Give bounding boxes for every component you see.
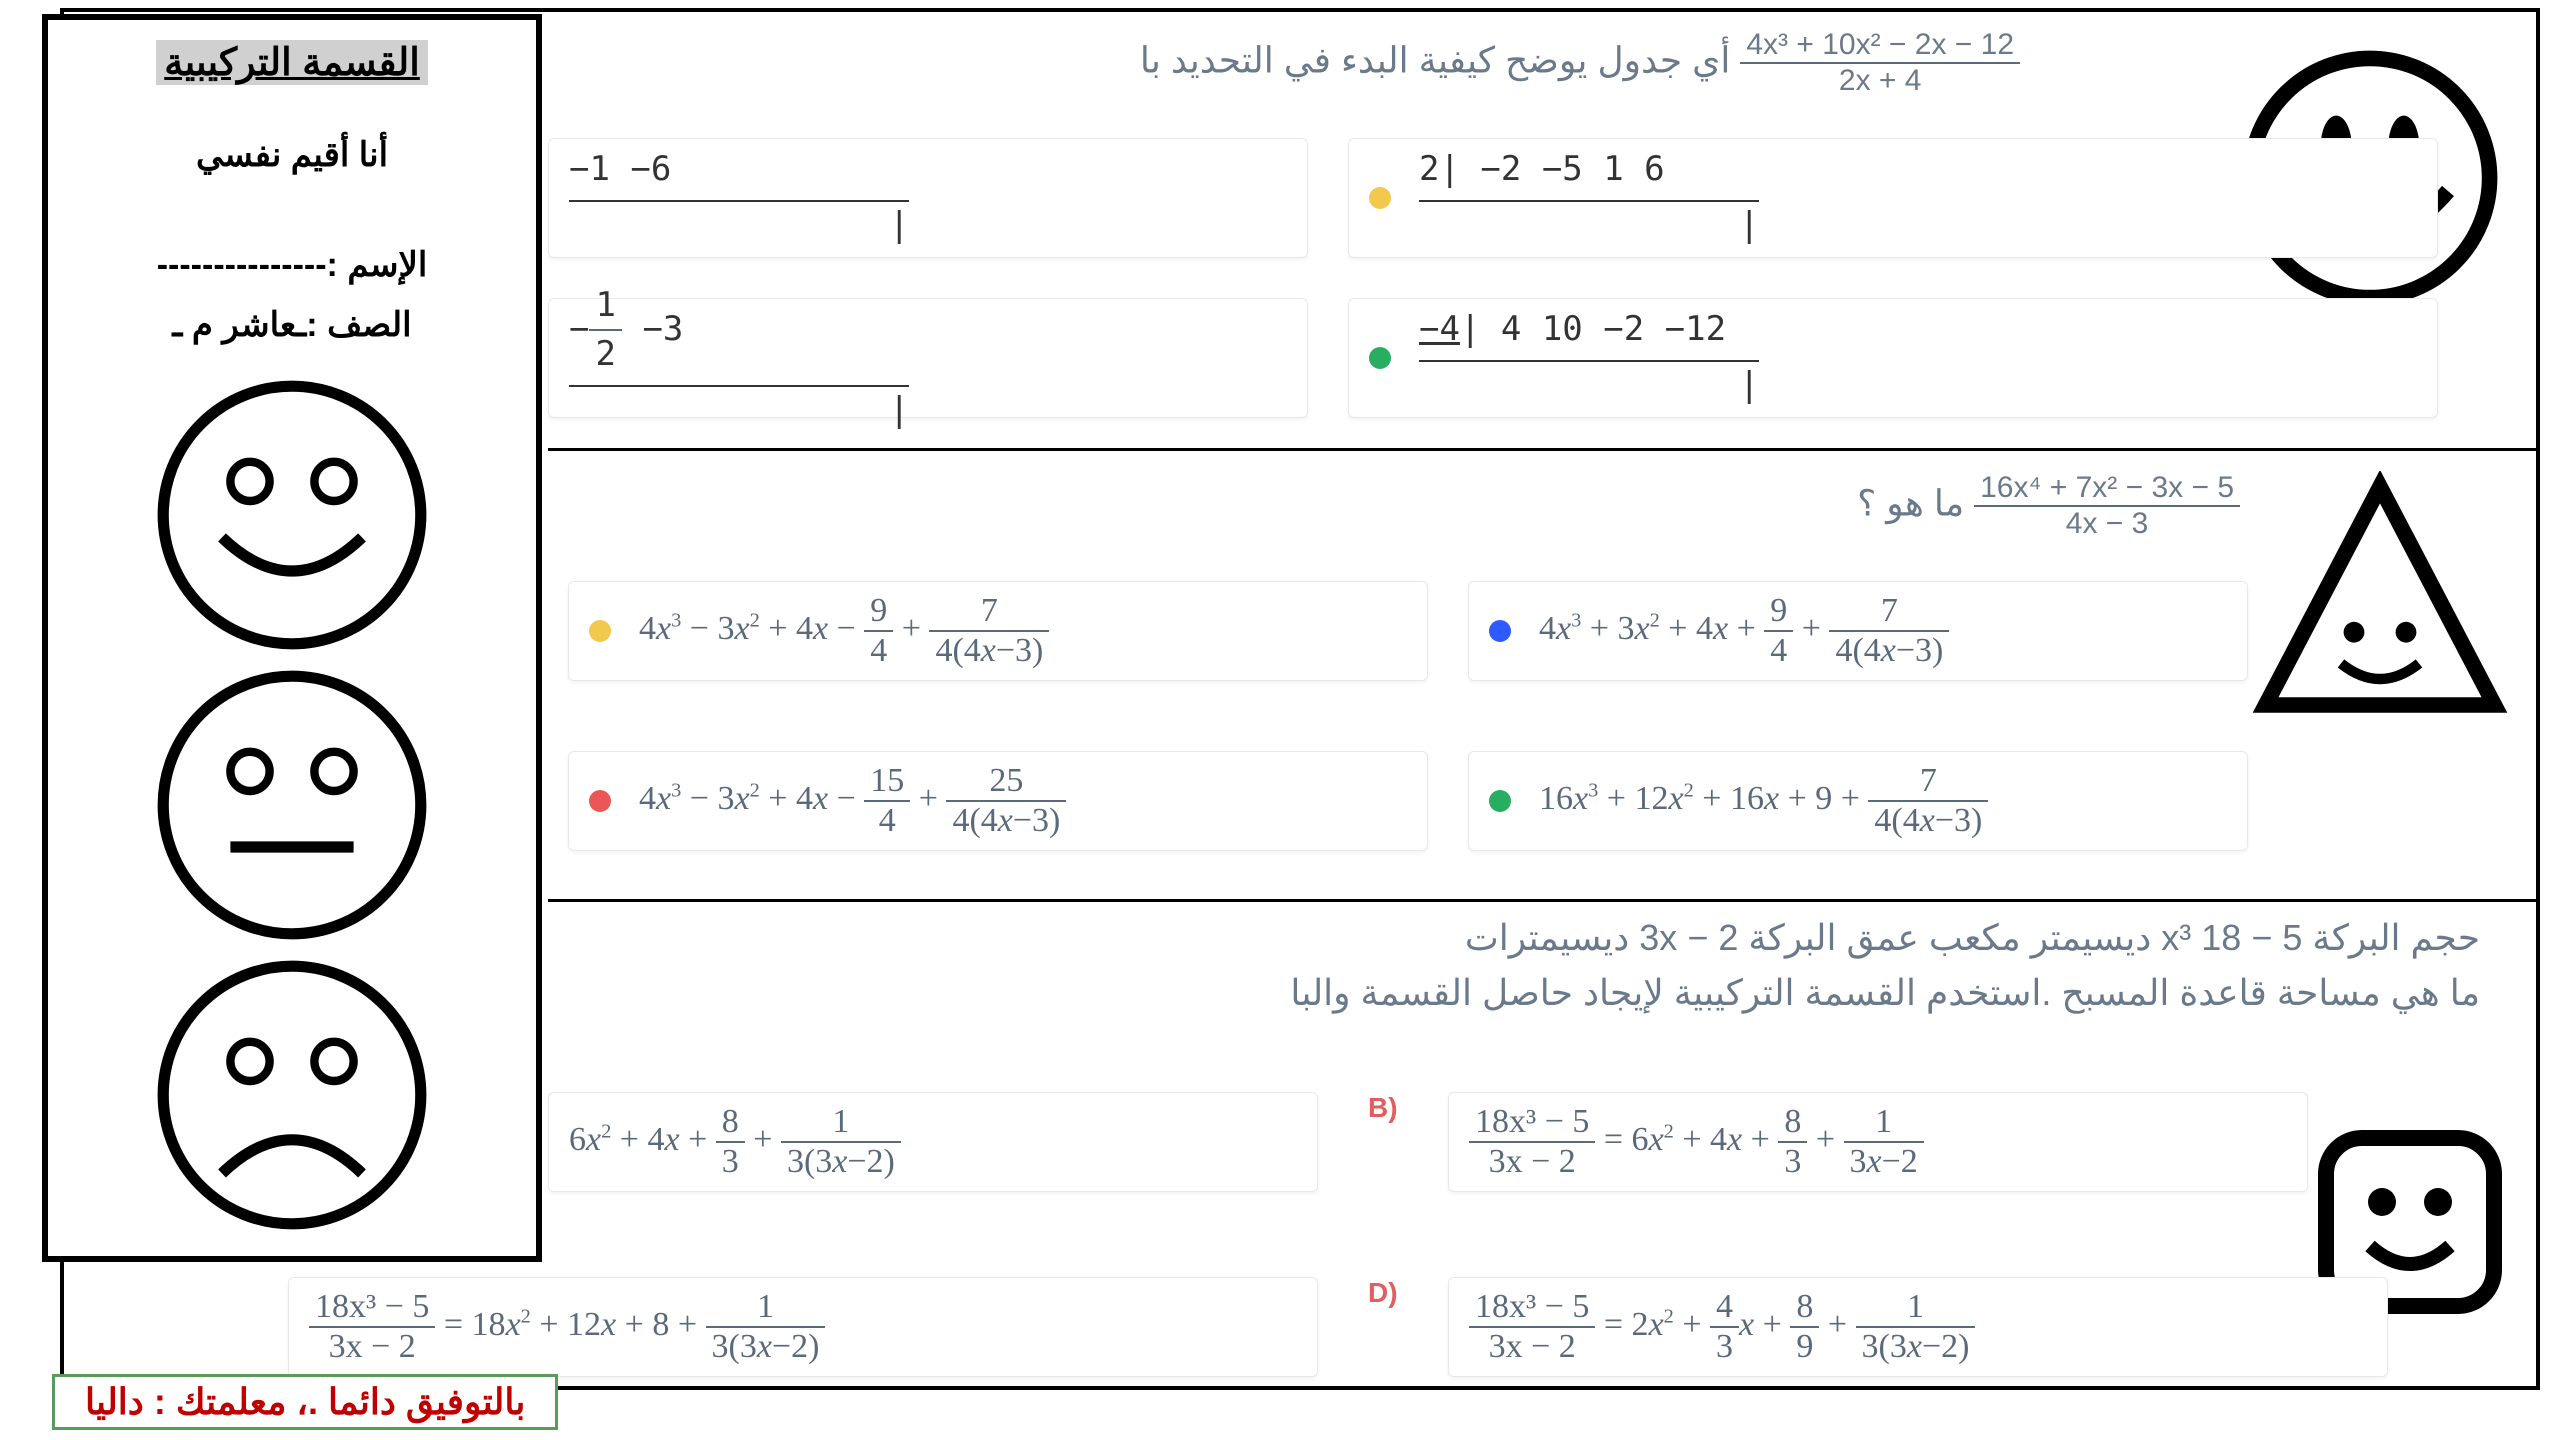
q3-label-d: D) (1368, 1277, 1398, 1309)
class-field-label: الصف :ـعاشر م ـ (68, 305, 516, 345)
q2-option-c[interactable]: 4x3 − 3x2 + 4x − 154 + 254(4x−3) (568, 751, 1428, 851)
q3-option-b[interactable]: 18x³ − 53x − 2 = 6x2 + 4x + 83 + 13x−2 (1448, 1092, 2308, 1192)
q2-option-a[interactable]: 4x3 − 3x2 + 4x − 94 + 74(4x−3) (568, 581, 1428, 681)
name-field-label: الإسم :--------------- (68, 245, 516, 285)
blue-dot-icon (1489, 620, 1511, 642)
footer-signature: بالتوفيق دائما .، معلمتك : داليا (52, 1374, 558, 1430)
sidebar-panel: القسمة التركيبية أنا أقيم نفسي الإسم :--… (42, 14, 542, 1262)
question-1: 4x³ + 10x² − 2x − 12 2x + 4 أي جدول يوضح… (548, 8, 2540, 451)
green-dot-icon (1369, 347, 1391, 369)
q3-option-a[interactable]: 6x2 + 4x + 83 + 13(3x−2) (548, 1092, 1318, 1192)
yellow-dot-icon (589, 620, 611, 642)
triangle-marker-icon (2250, 471, 2510, 731)
happy-face-icon[interactable] (152, 375, 432, 655)
question-2: 16x⁴ + 7x² − 3x − 5 4x − 3 ما هو ؟ 4x3 −… (548, 451, 2540, 902)
self-evaluation-text: أنا أقيم نفسي (68, 135, 516, 175)
q1-prompt: 4x³ + 10x² − 2x − 12 2x + 4 أي جدول يوضح… (588, 28, 2020, 98)
q1-option-c[interactable]: −12 −3 | (548, 298, 1308, 418)
q1-option-d[interactable]: −4| 4 10 −2 −12 | (1348, 298, 2438, 418)
q2-option-d[interactable]: 16x3 + 12x2 + 16x + 9 + 74(4x−3) (1468, 751, 2248, 851)
q1-option-b[interactable]: 2| −2 −5 1 6 | (1348, 138, 2438, 258)
neutral-face-icon[interactable] (152, 665, 432, 945)
sidebar-title: القسمة التركيبية (156, 40, 428, 85)
q2-option-b[interactable]: 4x3 + 3x2 + 4x + 94 + 74(4x−3) (1468, 581, 2248, 681)
q2-prompt: 16x⁴ + 7x² − 3x − 5 4x − 3 ما هو ؟ (1857, 471, 2240, 541)
q3-option-d[interactable]: 18x³ − 53x − 2 = 2x2 + 43x + 89 + 13(3x−… (1448, 1277, 2388, 1377)
sad-face-icon[interactable] (152, 955, 432, 1235)
q1-option-a[interactable]: −1 −6 | (548, 138, 1308, 258)
q3-line1: حجم البركة 5 − x³ 18 ديسيمتر مكعب عمق ال… (588, 917, 2480, 959)
yellow-dot-icon (1369, 187, 1391, 209)
q3-line2: ما هي مساحة قاعدة المسبح .استخدم القسمة … (588, 972, 2480, 1014)
question-3: حجم البركة 5 − x³ 18 ديسيمتر مكعب عمق ال… (548, 902, 2540, 1390)
content-area: 4x³ + 10x² − 2x − 12 2x + 4 أي جدول يوضح… (548, 8, 2540, 1390)
red-dot-icon (589, 790, 611, 812)
q3-label-b: B) (1368, 1092, 1398, 1124)
green-dot-icon (1489, 790, 1511, 812)
q3-option-c[interactable]: 18x³ − 53x − 2 = 18x2 + 12x + 8 + 13(3x−… (288, 1277, 1318, 1377)
